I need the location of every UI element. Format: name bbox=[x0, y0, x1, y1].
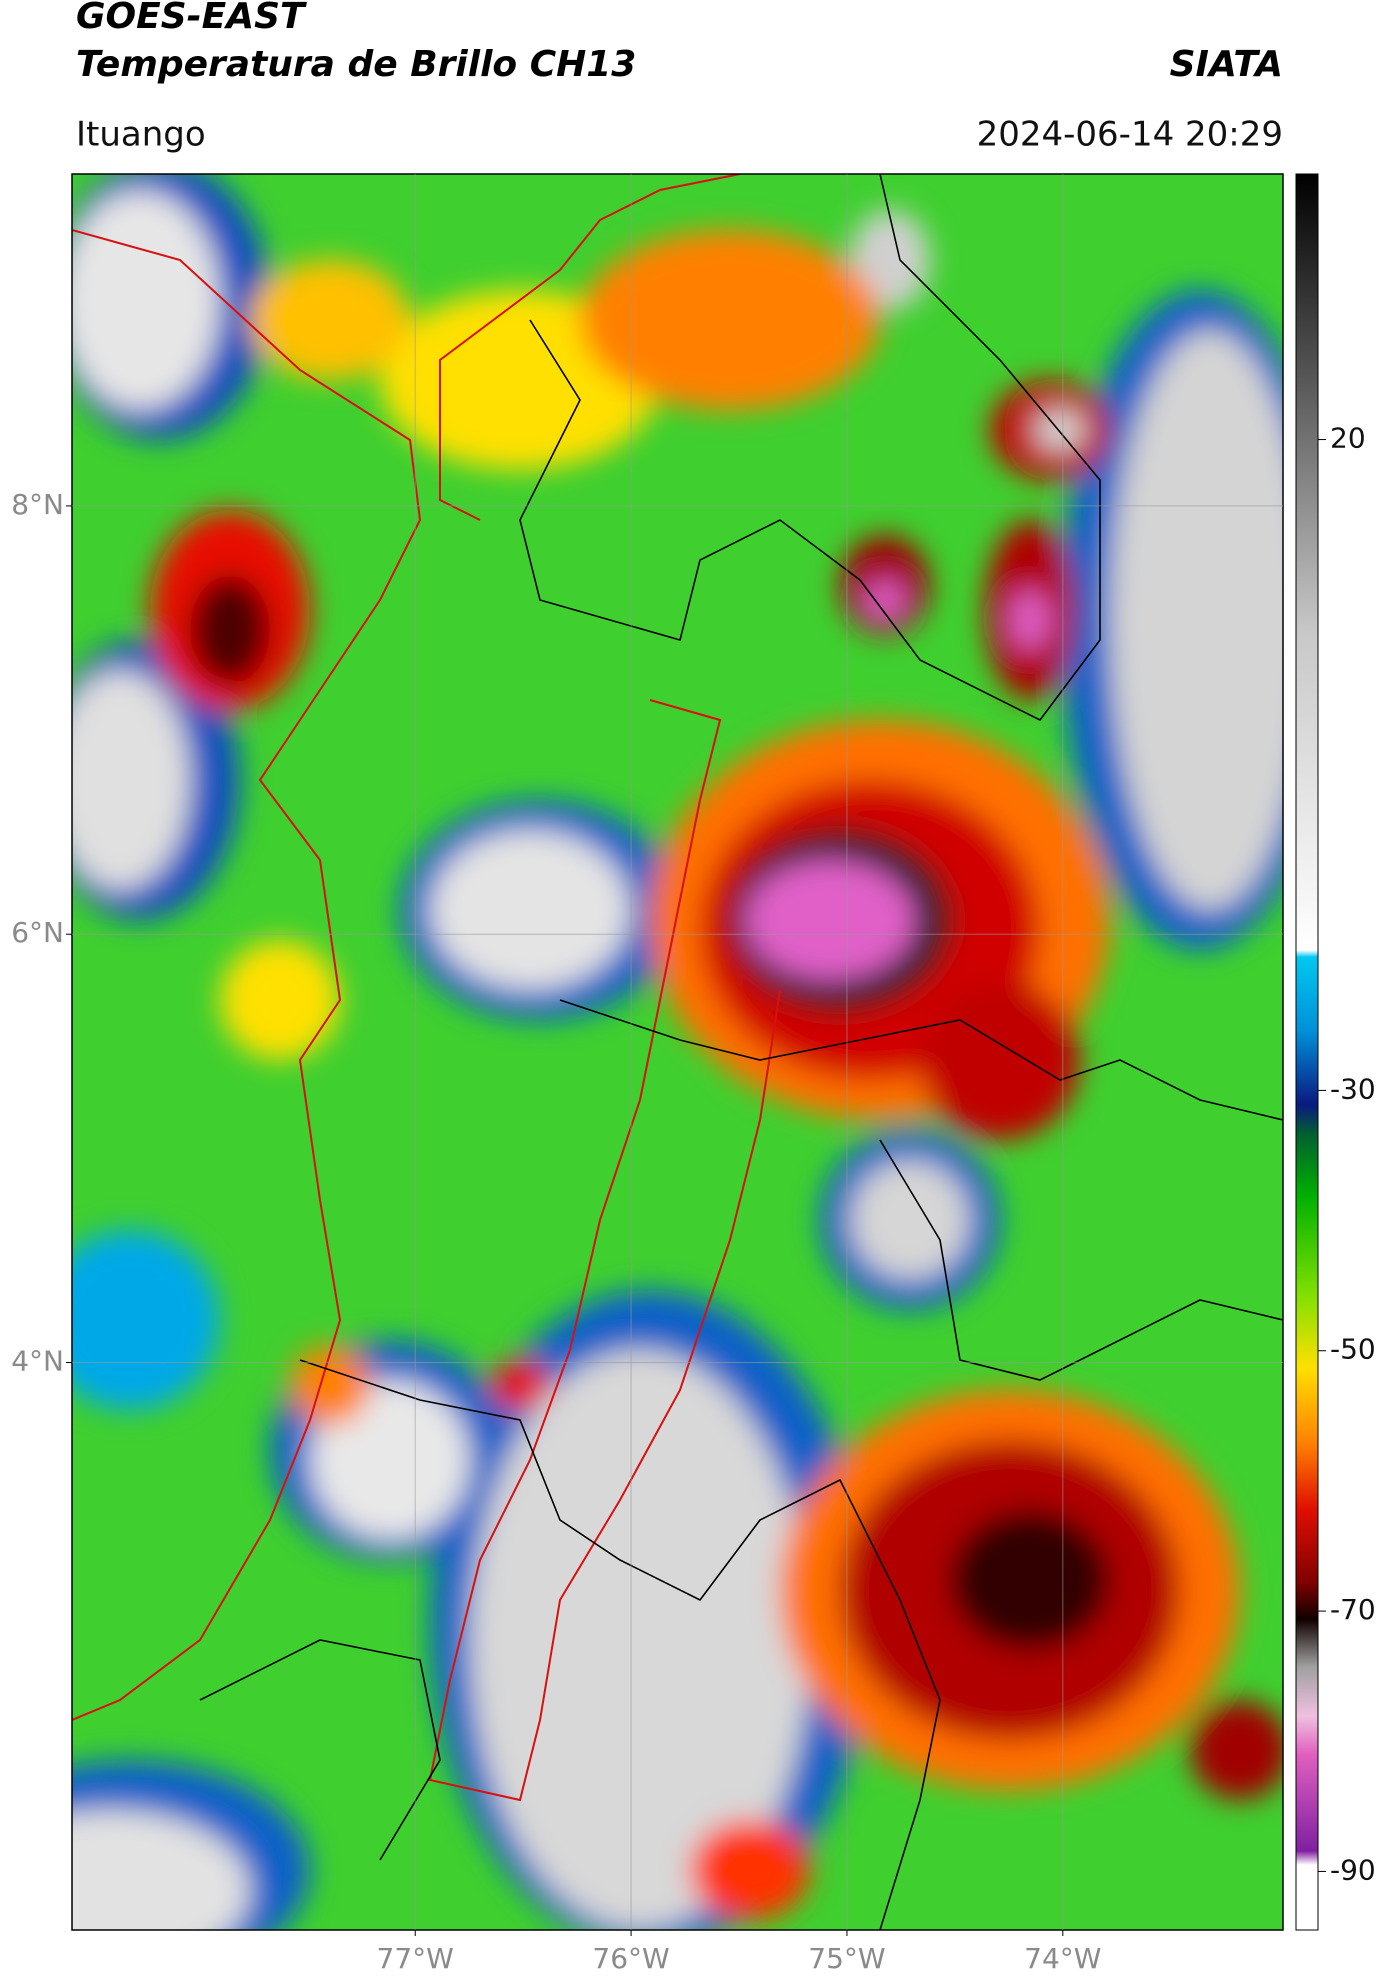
colorbar bbox=[1295, 173, 1319, 1931]
colorbar-tick-label: -50 bbox=[1330, 1333, 1376, 1366]
x-tick-label: 74°W bbox=[1024, 1942, 1101, 1975]
timestamp: 2024-06-14 20:29 bbox=[977, 115, 1283, 155]
satellite-title: GOES-EAST bbox=[76, 0, 307, 37]
y-tick-label: 8°N bbox=[11, 488, 64, 521]
satellite-image bbox=[72, 174, 1283, 1930]
colorbar-tick-label: 20 bbox=[1330, 422, 1366, 455]
x-tick-label: 76°W bbox=[592, 1942, 669, 1975]
colorbar-tick-label: -30 bbox=[1330, 1072, 1376, 1105]
y-tick-label: 4°N bbox=[11, 1345, 64, 1378]
product-title: Temperatura de Brillo CH13 bbox=[76, 44, 636, 85]
region-label: Ituango bbox=[76, 115, 206, 155]
source-label: SIATA bbox=[1170, 44, 1283, 85]
x-tick-label: 75°W bbox=[808, 1942, 885, 1975]
map-frame bbox=[71, 173, 1284, 1931]
colorbar-tick-label: -70 bbox=[1330, 1593, 1376, 1626]
colorbar-tick-label: -90 bbox=[1330, 1853, 1376, 1886]
y-tick-label: 6°N bbox=[11, 916, 64, 949]
x-tick-label: 77°W bbox=[377, 1942, 454, 1975]
